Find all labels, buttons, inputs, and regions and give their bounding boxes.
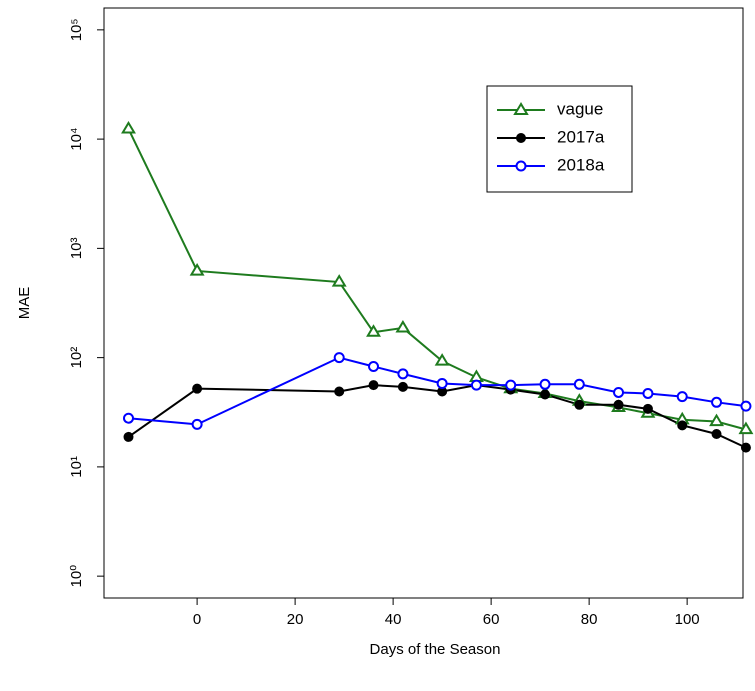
point — [468, 369, 484, 382]
y-axis-label: MAE — [16, 287, 33, 320]
point — [191, 418, 203, 430]
legend-label: 2018a — [557, 155, 605, 174]
y-tick-label: 10² — [68, 347, 85, 369]
y-tick-label: 10⁴ — [68, 128, 85, 151]
point — [642, 387, 654, 399]
point — [192, 383, 203, 394]
point — [434, 353, 450, 366]
point — [709, 413, 724, 427]
point — [397, 368, 409, 380]
point — [189, 263, 205, 276]
point — [738, 421, 754, 435]
point — [470, 379, 482, 391]
legend-label: vague — [557, 99, 603, 118]
point — [331, 274, 347, 287]
point — [121, 120, 136, 134]
y-tick-label: 10³ — [68, 238, 85, 260]
point — [395, 319, 411, 333]
legend-label: 2017a — [557, 127, 605, 146]
point — [711, 396, 723, 408]
x-tick-label: 100 — [675, 611, 700, 628]
legend: vague 2017a 2018a — [486, 85, 633, 193]
plot-frame — [103, 7, 744, 599]
point — [740, 442, 751, 453]
point — [740, 400, 752, 412]
x-tick-label: 60 — [483, 611, 500, 628]
x-tick-label: 20 — [287, 611, 304, 628]
legend-marker — [513, 102, 529, 115]
point — [334, 386, 345, 397]
point — [613, 399, 624, 410]
y-tick-label: 10¹ — [68, 456, 85, 478]
point — [540, 389, 551, 400]
point — [123, 431, 134, 442]
point — [505, 379, 517, 391]
point — [539, 378, 551, 390]
point — [436, 377, 448, 389]
legend-marker — [516, 133, 526, 143]
point — [676, 391, 688, 403]
point — [397, 381, 408, 392]
point — [574, 399, 585, 410]
point — [677, 420, 688, 431]
point — [642, 403, 653, 414]
x-tick-label: 0 — [193, 611, 201, 628]
x-axis-label: Days of the Season — [370, 641, 501, 658]
x-tick-label: 80 — [581, 611, 598, 628]
point — [333, 352, 345, 364]
y-tick-label: 10⁵ — [68, 18, 85, 41]
y-tick-label: 10⁰ — [68, 565, 85, 588]
point — [613, 386, 625, 398]
point — [573, 378, 585, 390]
legend-marker — [515, 160, 527, 172]
point — [368, 360, 380, 372]
point — [711, 429, 722, 440]
x-tick-label: 40 — [385, 611, 402, 628]
point — [368, 380, 379, 391]
point — [123, 412, 135, 424]
point — [366, 324, 381, 337]
